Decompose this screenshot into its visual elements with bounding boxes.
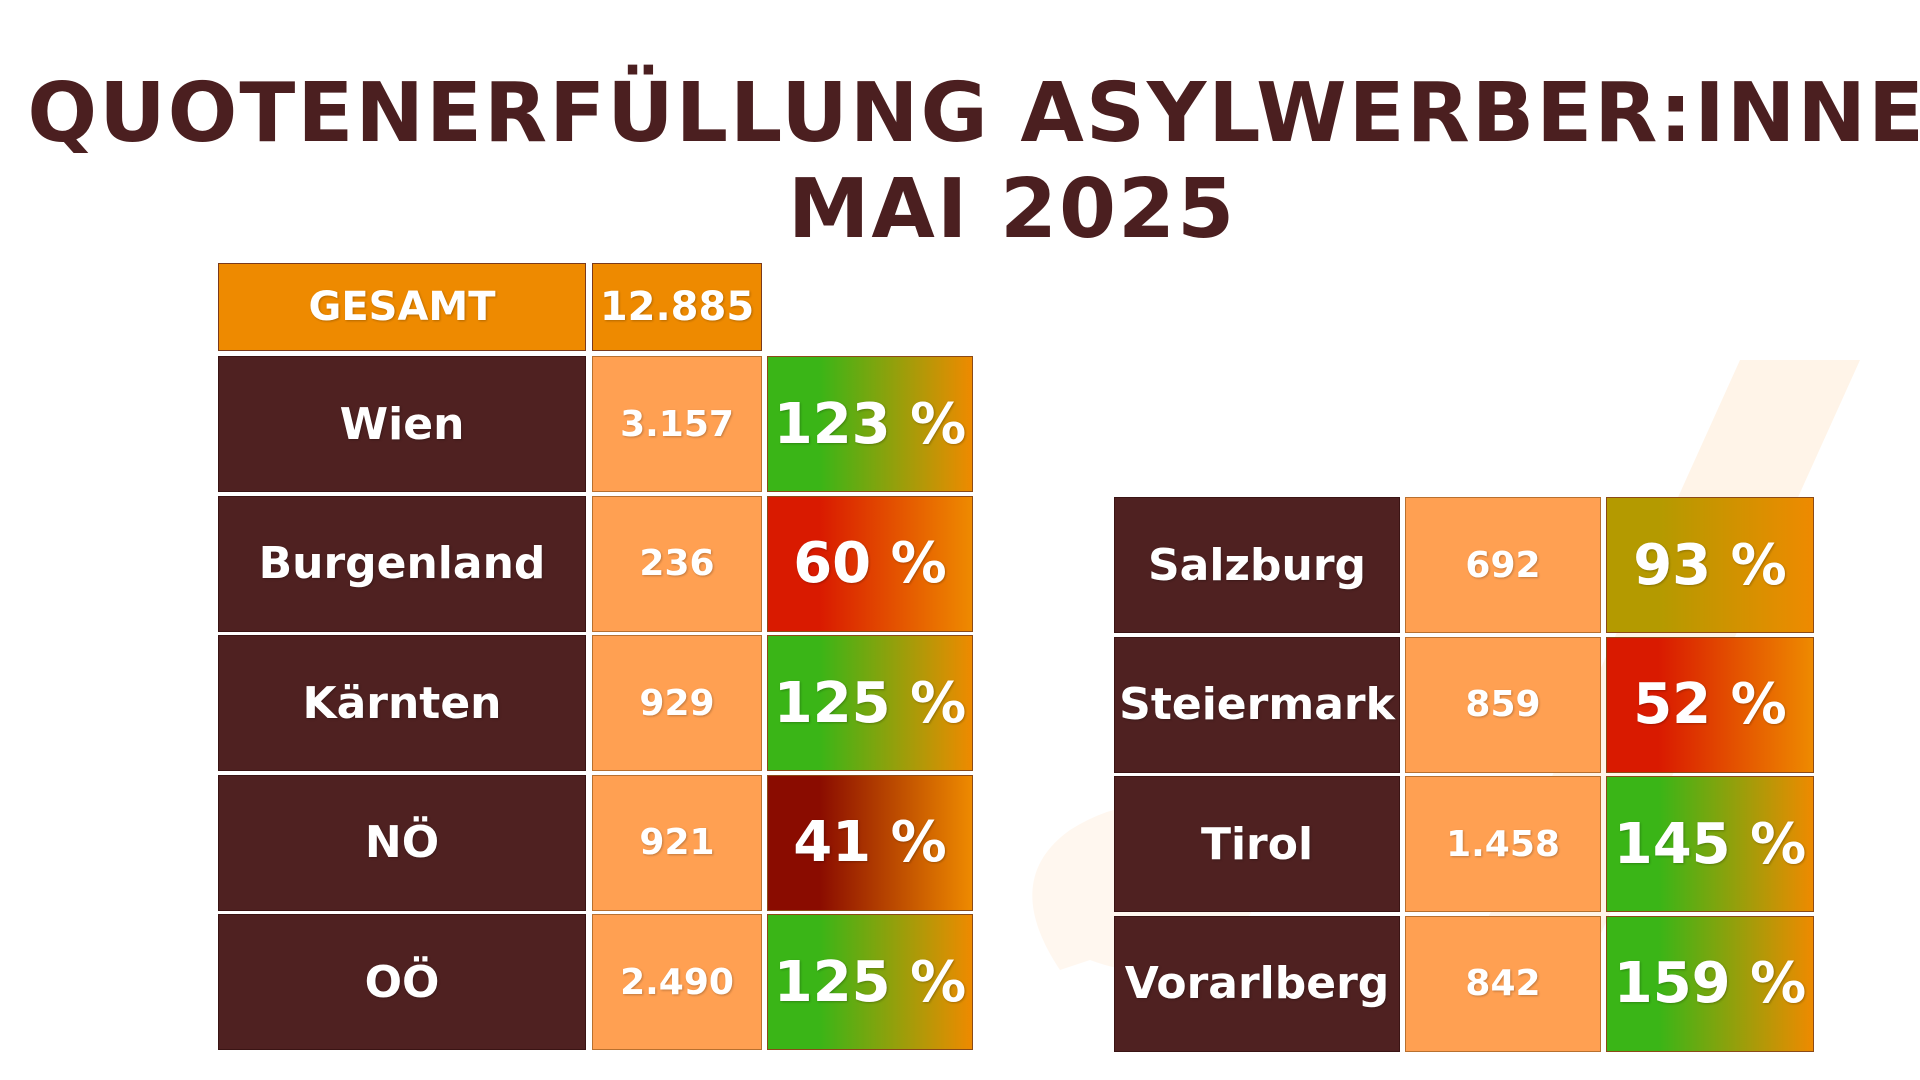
title-line-2: MAI 2025 <box>787 162 1237 257</box>
state-count-burgenland: 236 <box>592 495 762 632</box>
state-quota-wien: 123 % <box>767 356 973 492</box>
title-line-1: QUOTENERFÜLLUNG ASYLWERBER:INNEN <box>27 66 1920 161</box>
state-name-salzburg: Salzburg <box>1114 497 1400 633</box>
state-count-steiermark: 859 <box>1405 636 1601 773</box>
state-count-salzburg: 692 <box>1405 497 1601 633</box>
state-count-tirol: 1.458 <box>1405 776 1601 912</box>
total-label: GESAMT <box>218 263 586 351</box>
state-quota-kaernten: 125 % <box>767 635 973 771</box>
state-count-ooe: 2.490 <box>592 914 762 1050</box>
state-quota-ooe: 125 % <box>767 914 973 1050</box>
state-name-ooe: OÖ <box>218 914 586 1050</box>
state-count-vorarlberg: 842 <box>1405 915 1601 1052</box>
state-name-vorarlberg: Vorarlberg <box>1114 915 1400 1052</box>
state-name-burgenland: Burgenland <box>218 495 586 632</box>
state-quota-tirol: 145 % <box>1606 776 1814 912</box>
state-quota-salzburg: 93 % <box>1606 497 1814 633</box>
state-quota-burgenland: 60 % <box>767 495 973 632</box>
state-quota-vorarlberg: 159 % <box>1606 915 1814 1052</box>
total-value: 12.885 <box>592 263 762 351</box>
page-title: QUOTENERFÜLLUNG ASYLWERBER:INNEN MAI 202… <box>0 66 1920 258</box>
state-name-noe: NÖ <box>218 774 586 911</box>
state-name-wien: Wien <box>218 356 586 492</box>
state-name-steiermark: Steiermark <box>1114 636 1400 773</box>
state-quota-noe: 41 % <box>767 774 973 911</box>
state-count-noe: 921 <box>592 774 762 911</box>
state-count-kaernten: 929 <box>592 635 762 771</box>
state-name-kaernten: Kärnten <box>218 635 586 771</box>
state-name-tirol: Tirol <box>1114 776 1400 912</box>
state-count-wien: 3.157 <box>592 356 762 492</box>
state-quota-steiermark: 52 % <box>1606 636 1814 773</box>
